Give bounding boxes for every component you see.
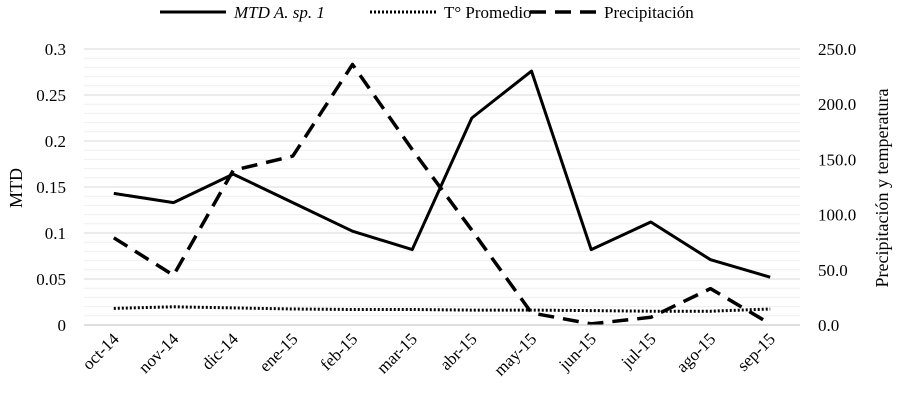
x-tick-label: may-15	[490, 329, 540, 379]
x-tick-label: nov-14	[135, 329, 183, 377]
legend-label: Precipitación	[604, 3, 694, 22]
x-tick-label: feb-15	[317, 329, 362, 374]
x-tick-label: jul-15	[617, 329, 660, 372]
right-axis-ticks: 0.0 50.0 100.0 150.0 200.0 250.0	[818, 40, 856, 335]
x-tick-label: ene-15	[256, 329, 302, 375]
right-tick-label: 200.0	[818, 95, 856, 114]
legend: MTD A. sp. 1 T° Promedio Precipitación	[160, 3, 694, 22]
legend-label: MTD A. sp. 1	[233, 3, 325, 22]
x-tick-label: jun-15	[554, 329, 600, 375]
series-line-solid	[113, 69, 771, 279]
right-tick-label: 50.0	[818, 261, 848, 280]
x-tick-label: ago-15	[673, 329, 720, 376]
left-tick-label: 0.1	[45, 224, 66, 243]
left-tick-label: 0.2	[45, 132, 66, 151]
x-tick-label: abr-15	[436, 329, 481, 374]
series-line-dotted	[113, 305, 771, 313]
right-axis-title: Precipitación y temperatura	[872, 89, 892, 288]
right-tick-label: 0.0	[818, 316, 839, 335]
left-tick-label: 0	[58, 316, 67, 335]
right-tick-label: 250.0	[818, 40, 856, 59]
right-tick-label: 150.0	[818, 150, 856, 169]
left-axis-title: MTD	[6, 168, 26, 208]
right-tick-label: 100.0	[818, 206, 856, 225]
left-tick-label: 0.05	[36, 270, 66, 289]
x-tick-label: oct-14	[79, 329, 123, 373]
legend-label: T° Promedio	[444, 3, 532, 22]
x-tick-label: sep-15	[734, 329, 779, 374]
x-axis-ticks: oct-14 nov-14 dic-14 ene-15 feb-15 mar-15 abr-…	[79, 329, 779, 380]
left-tick-label: 0.25	[36, 86, 66, 105]
series-lines	[112, 62, 772, 326]
x-tick-label: mar-15	[373, 329, 421, 377]
left-axis-ticks: 0 0.05 0.1 0.15 0.2 0.25 0.3	[36, 40, 66, 335]
series-line-dashed	[112, 62, 772, 326]
x-tick-label: dic-14	[198, 329, 242, 373]
left-tick-label: 0.3	[45, 40, 66, 59]
left-tick-label: 0.15	[36, 178, 66, 197]
